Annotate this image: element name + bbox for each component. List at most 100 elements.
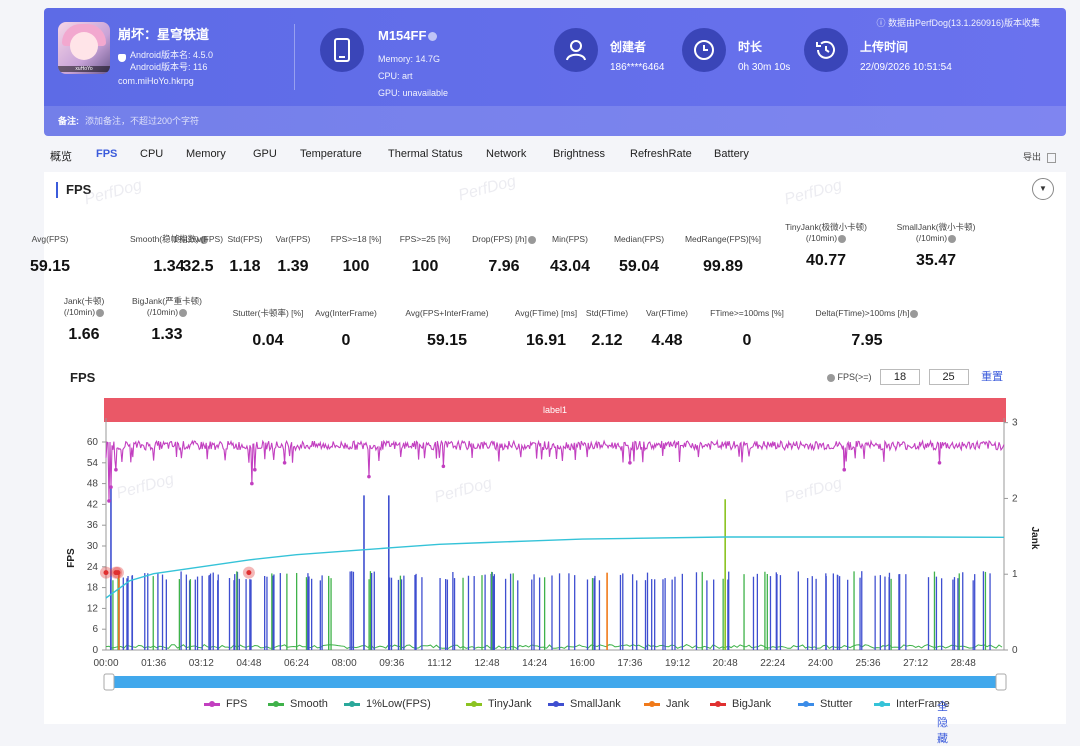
legend-swatch [798,700,814,707]
legend-stutter[interactable]: Stutter [798,698,852,710]
low1-series [105,536,1005,599]
note-bar[interactable]: 备注: 添加备注，不超过200个字符 [44,106,1066,136]
fps-dip-point [109,485,113,489]
metric-label: Avg(FTime) [ms] [514,308,578,318]
legend-smalljank[interactable]: SmallJank [548,698,621,710]
legend-jank[interactable]: Jank [644,698,689,710]
legend-interframe[interactable]: InterFrame [874,698,950,710]
tab-fps[interactable]: FPS [96,148,118,160]
metric-label: BigJank(严重卡顿) [132,296,202,306]
legend-bigjank[interactable]: BigJank [710,698,771,710]
metric-avg-fps: Avg(FPS) 59.15 [20,234,80,276]
y-tick-label: 36 [87,520,99,531]
android-version: Android版本名: 4.5.0 [130,50,214,60]
metric-stutter: Stutter(卡顿率) [%] 0.04 [216,308,320,350]
metric-label: Stutter(卡顿率) [%] [232,308,304,318]
legend-smooth[interactable]: Smooth [268,698,328,710]
x-tick-label: 00:00 [93,658,118,669]
help-icon[interactable] [96,308,105,317]
fps-dip-point [253,467,257,472]
y-tick-label: 42 [87,499,99,510]
x-tick-label: 19:12 [665,658,690,669]
legend-fps[interactable]: FPS [204,698,247,710]
fps-dip-point [628,461,632,465]
metric-label: Avg(InterFrame) [315,308,377,318]
metric-value: 0.04 [252,332,284,349]
upload-value: 22/09/2026 10:51:54 [860,62,952,73]
device-memory: Memory: 14.7G [378,54,441,64]
metric-tabs: 概览 FPS CPU Memory GPU Temperature Thermal Stat… [0,140,1080,170]
y2-tick-label: 3 [1012,418,1018,429]
tab-network[interactable]: Network [486,148,527,160]
metric-label: MedRange(FPS)[%] [684,234,762,244]
y2-tick-label: 1 [1012,569,1018,580]
phone-icon [320,28,364,72]
legend-label: FPS [226,698,248,710]
legend-swatch [268,700,284,707]
metric-label: Drop(FPS) [/h] [460,234,548,245]
help-icon[interactable] [827,373,835,382]
x-tick-label: 24:00 [808,658,833,669]
label-bar[interactable]: label1 [104,398,1006,422]
help-icon[interactable] [838,234,847,243]
legend-swatch [710,700,726,707]
legend-label: Smooth [290,698,328,710]
watermark: PerfDog [82,176,144,209]
x-tick-label: 03:12 [189,658,214,669]
duration-label: 时长 [738,40,763,54]
history-icon [804,28,848,72]
metric-value: 59.15 [426,332,468,349]
tab--[interactable]: 概览 [50,151,72,163]
watermark: PerfDog [456,172,518,205]
legend-tinyjank[interactable]: TinyJank [466,698,532,710]
tab-refreshrate[interactable]: RefreshRate [630,148,692,160]
tab-battery[interactable]: Battery [714,148,749,160]
info-icon[interactable] [428,32,438,42]
legend-label: TinyJank [488,698,532,710]
metric-avg-interframe: Avg(InterFrame) 0 [304,308,388,350]
tab-temperature[interactable]: Temperature [300,148,362,160]
range-handle-right [995,673,1007,691]
tab-gpu[interactable]: GPU [253,148,277,160]
tab-brightness[interactable]: Brightness [553,148,605,160]
y-axis-label: FPS [66,548,77,568]
legend-1-low-fps-[interactable]: 1%Low(FPS) [344,698,431,710]
collapse-button[interactable]: ▼ [1032,178,1054,200]
metric-label: Smooth(稳帧指数) [114,234,224,245]
x-tick-label: 09:36 [379,658,404,669]
session-header: xuHoYo 崩坏：星穹铁道 Android版本名: 4.5.0 Android… [44,8,1066,136]
fps-dip-point [282,461,287,465]
y2-axis-label: Jank [1029,527,1040,550]
export-button[interactable]: 导出 [1023,150,1056,163]
chart-title: FPS [70,370,96,385]
fps-threshold-b[interactable]: 25 [928,369,969,385]
metric-value: 0 [341,332,351,349]
note-input[interactable]: 添加备注，不超过200个字符 [85,116,200,126]
metric-unit: (/10min) [868,233,1004,244]
fps-dip-point [842,467,847,472]
tab-cpu[interactable]: CPU [140,148,164,160]
hide-all-button[interactable]: 全隐藏 [937,701,948,745]
legend-swatch [548,700,564,707]
android-code: Android版本号: 116 [130,62,208,72]
reset-button[interactable]: 重置 [981,371,1004,383]
legend-swatch [874,700,890,707]
metric-label: Var(FTime) [645,308,689,318]
help-icon[interactable] [948,234,957,243]
x-tick-label: 20:48 [713,658,738,669]
metric-value: 16.91 [525,332,567,349]
tab-memory[interactable]: Memory [186,148,226,160]
x-tick-label: 16:00 [570,658,595,669]
metric-label: FTime>=100ms [%] [710,308,784,318]
tab-thermal-status[interactable]: Thermal Status [388,148,463,160]
help-icon[interactable] [910,309,919,318]
help-icon[interactable] [179,308,188,317]
fps-threshold-a[interactable]: 18 [880,369,921,385]
metric-value: 7.96 [488,258,520,275]
metric-value: 35.47 [915,252,957,269]
x-tick-label: 04:48 [236,658,261,669]
metric-smalljank: SmallJank(微小卡顿) (/10min) 35.47 [868,222,1004,270]
help-icon[interactable] [199,235,208,244]
help-icon[interactable] [527,235,536,244]
